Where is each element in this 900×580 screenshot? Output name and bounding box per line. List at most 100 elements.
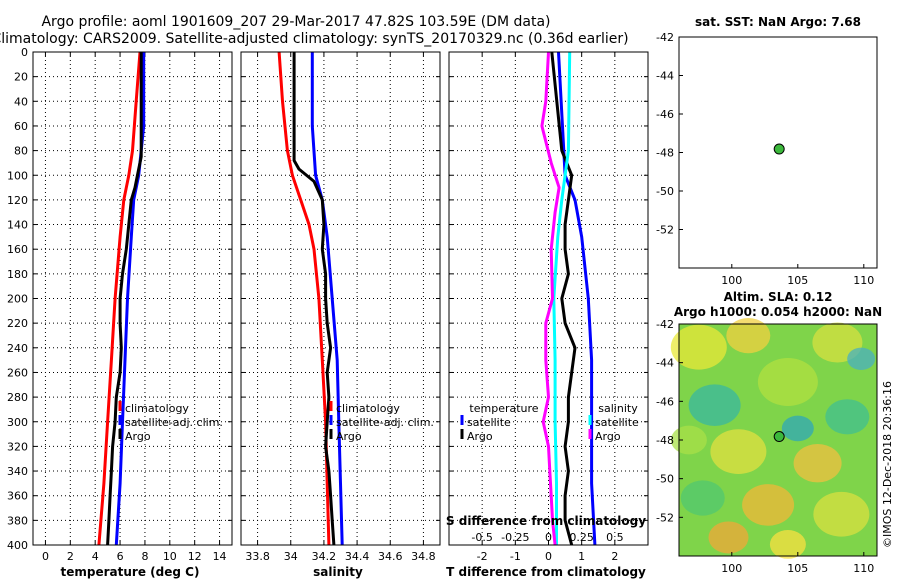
salinity-x-tick-label: 34.8 [411,550,436,563]
map-lat-label: -48 [656,147,674,160]
differences-x-tick-label: 0 [545,550,552,563]
map-lat-label: -44 [656,70,674,83]
differences-x-tick-label: -2 [477,550,488,563]
depth-tick-label: 240 [7,342,28,355]
differences-x-tick-label: -1 [510,550,521,563]
map-lat-label: -44 [656,357,674,370]
sst-map-title: sat. SST: NaN Argo: 7.68 [695,15,861,29]
salinity-panel: 33.8 34 34.2 34.4 34.6 34.8 climatologysatelli… [240,51,441,563]
map-lon-label: 105 [787,562,808,575]
title-line-2: Climatology: CARS2009. Satellite-adjuste… [0,31,629,47]
difference-panel: -2 -1 0 1 2 -0.5 -0.25 0 0.25 0.5 temperature salin… [448,51,649,563]
map-lat-label: -52 [656,511,674,524]
temperature-frame [32,51,233,546]
argo-float-marker [773,143,785,155]
legend-label-diff: satellite [467,416,511,429]
depth-tick-label: 40 [14,95,28,108]
map-lat-label: -50 [656,185,674,198]
series-satellite-adj-clim- [310,52,344,546]
map-lon-label: 110 [853,274,874,287]
sla-anomaly-blob [742,484,795,526]
temperature-x-tick-label: 2 [67,550,74,563]
argo-float-marker [773,431,785,443]
sla-anomaly-blob [825,399,870,435]
sla-anomaly-blob [813,491,870,537]
legend-title-temperature: temperature [469,402,538,415]
sla-map-frame [678,323,878,557]
map-lat-label: -50 [656,473,674,486]
differences-x-tick-label: 2 [611,550,618,563]
depth-tick-label: 20 [14,71,28,84]
depth-tick-label: 320 [7,440,28,453]
depth-tick-label: 0 [21,46,28,59]
depth-tick-label: 60 [14,120,28,133]
sla-anomaly-blob [781,415,814,442]
salinity-x-tick-label: 34 [284,550,298,563]
legend-label-temp: climatology [125,402,189,415]
depth-tick-label: 160 [7,243,28,256]
legend-label-temp: satellite-adj. clim. [125,416,223,429]
difference-xlabel: T difference from climatology [446,565,646,579]
salinity-x-tick-label: 34.2 [312,550,337,563]
legend-label-diff: satellite [595,416,639,429]
s-diff-tick-label: 0.5 [606,531,624,544]
s-diff-tick-label: -0.25 [501,531,529,544]
map-lat-label: -52 [656,224,674,237]
sla-map-panel: -42 -44 -46 -48 -50 -52 100 105 110 [656,318,878,575]
temperature-x-tick-label: 4 [92,550,99,563]
map-lat-label: -42 [656,31,674,44]
sla-anomaly-blob [670,425,707,455]
title-line-1: Argo profile: aoml 1901609_207 29-Mar-20… [41,14,550,30]
series-s-argo [540,51,561,546]
depth-tick-label: 300 [7,416,28,429]
sla-anomaly-blob [793,444,842,483]
sst-map-frame [678,36,878,269]
depth-tick-label: 340 [7,465,28,478]
legend-label-diff: Argo [467,430,493,443]
map-lon-label: 100 [721,274,742,287]
salinity-x-tick-label: 34.4 [345,550,370,563]
depth-tick-label: 80 [14,145,28,158]
series-argo [106,52,143,546]
legend-label-sal: satellite-adj. clim. [336,416,434,429]
sla-anomaly-blob [710,429,767,474]
difference-xlabel-top: S difference from climatology [446,514,646,528]
depth-tick-label: 400 [7,539,28,552]
temperature-x-tick-label: 12 [188,550,202,563]
temperature-xlabel: temperature (deg C) [61,565,200,579]
legend-label-diff: Argo [595,430,621,443]
depth-tick-label: 140 [7,219,28,232]
map-lon-label: 105 [787,274,808,287]
sla-anomaly-blob [769,530,806,559]
sla-map-title-1: Altim. SLA: 0.12 [724,290,833,304]
sla-anomaly-blob [708,521,749,554]
sla-map-title-2: Argo h1000: 0.054 h2000: NaN [674,305,882,319]
depth-tick-label: 260 [7,366,28,379]
depth-tick-label: 360 [7,490,28,503]
salinity-xlabel: salinity [313,565,363,579]
depth-tick-label: 180 [7,268,28,281]
temperature-x-tick-label: 14 [213,550,227,563]
map-lat-label: -48 [656,434,674,447]
legend-label-sal: climatology [336,402,400,415]
s-diff-tick-label: 0 [545,531,552,544]
map-lat-label: -46 [656,108,674,121]
map-lat-label: -42 [656,318,674,331]
depth-tick-label: 100 [7,169,28,182]
sla-anomaly-blob [847,347,876,370]
depth-tick-label: 280 [7,391,28,404]
temperature-x-tick-label: 6 [117,550,124,563]
sla-anomaly-blob [757,358,818,406]
differences-frame [448,51,649,546]
series-argo [292,52,336,546]
temperature-x-tick-label: 10 [163,550,177,563]
map-lon-label: 110 [853,562,874,575]
salinity-x-tick-label: 34.6 [378,550,403,563]
salinity-frame [240,51,441,546]
legend-title-salinity: salinity [598,402,638,415]
s-diff-tick-label: 0.25 [569,531,594,544]
map-lon-label: 100 [721,562,742,575]
s-diff-tick-label: -0.5 [471,531,492,544]
sla-anomaly-blob [726,318,771,354]
